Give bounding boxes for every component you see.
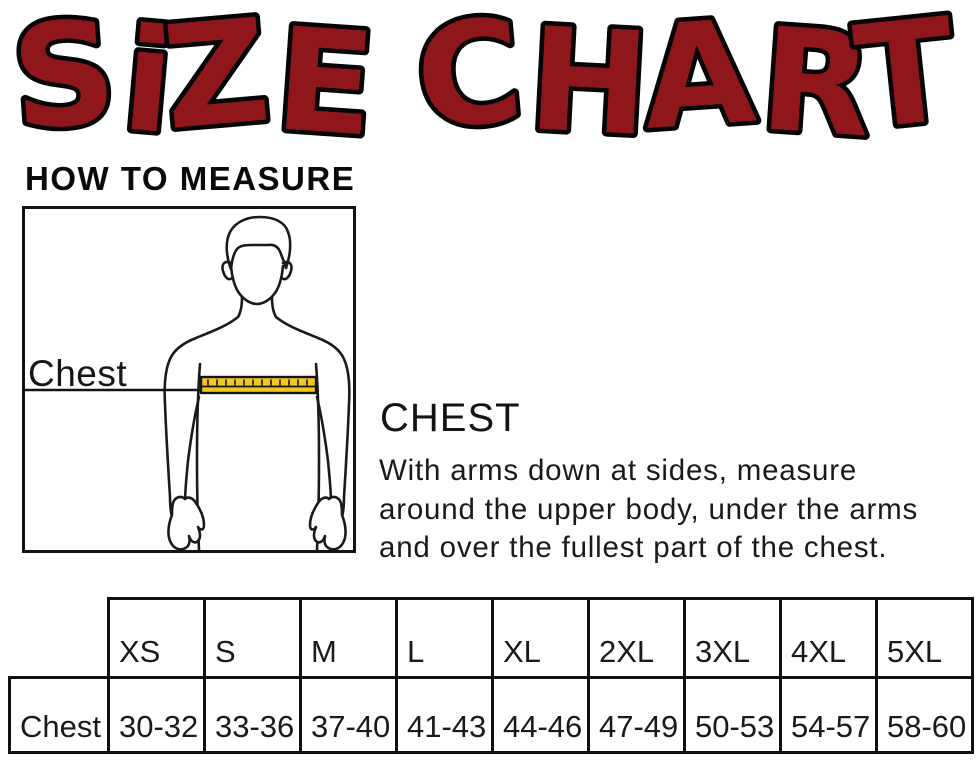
page-title: SiZE CHART xyxy=(7,0,963,158)
figure-right-ear xyxy=(280,260,293,281)
description-line: With arms down at sides, measure xyxy=(379,454,858,487)
size-value-cell: 30-32 xyxy=(107,676,206,754)
size-column-header: 5XL xyxy=(875,597,974,679)
figure-hair xyxy=(225,215,292,271)
chest-values-row: Chest 30-32 33-36 37-40 41-43 44-46 47-4… xyxy=(8,676,974,754)
how-to-measure-heading: HOW TO MEASURE xyxy=(25,160,356,197)
figure-face xyxy=(229,264,285,306)
size-value-cell: 58-60 xyxy=(875,676,974,754)
figure-right-inner-arm xyxy=(315,395,333,505)
size-column-header: 4XL xyxy=(779,597,878,679)
chest-section-description: With arms down at sides, measure around … xyxy=(379,452,918,568)
description-line: around the upper body, under the arms xyxy=(379,492,919,526)
figure-left-ear xyxy=(221,260,234,281)
measurement-diagram-box: Chest xyxy=(22,206,356,553)
figure-right-shoulder-arm xyxy=(270,295,351,519)
size-value-cell: 41-43 xyxy=(395,676,494,754)
table-row-label: Chest xyxy=(8,676,110,754)
size-value-cell: 33-36 xyxy=(203,676,302,754)
figure-hairline xyxy=(229,243,288,271)
tape-tick-marks xyxy=(207,379,308,386)
size-value-cell: 44-46 xyxy=(491,676,590,754)
figure-left-hand xyxy=(167,495,206,550)
size-column-header: M xyxy=(299,597,398,679)
size-column-header: XL xyxy=(491,597,590,679)
size-value-cell: 37-40 xyxy=(299,676,398,754)
size-column-header: L xyxy=(395,597,494,679)
diagram-chest-label: Chest xyxy=(28,353,128,394)
size-value-cell: 47-49 xyxy=(587,676,686,754)
size-header-row: XS S M L XL 2XL 3XL 4XL 5XL xyxy=(10,597,974,679)
torso-figure-illustration xyxy=(25,215,351,550)
table-corner-spacer xyxy=(10,599,109,678)
size-column-header: XS xyxy=(107,597,206,679)
chest-section-heading: CHEST xyxy=(380,396,521,440)
size-column-header: S xyxy=(203,597,302,679)
size-column-header: 3XL xyxy=(683,597,782,679)
tape-body xyxy=(199,375,318,395)
figure-right-hand xyxy=(308,495,347,550)
size-table: XS S M L XL 2XL 3XL 4XL 5XL Chest 30-32 … xyxy=(8,597,974,754)
figure-left-shoulder-arm xyxy=(163,295,244,519)
size-column-header: 2XL xyxy=(587,597,686,679)
figure-left-inner-arm xyxy=(183,395,201,505)
size-value-cell: 54-57 xyxy=(779,676,878,754)
size-value-cell: 50-53 xyxy=(683,676,782,754)
title-wordmark: SiZE CHART xyxy=(2,0,967,158)
measuring-tape-icon xyxy=(199,375,318,395)
description-line: and over the fullest part of the chest. xyxy=(379,531,888,564)
